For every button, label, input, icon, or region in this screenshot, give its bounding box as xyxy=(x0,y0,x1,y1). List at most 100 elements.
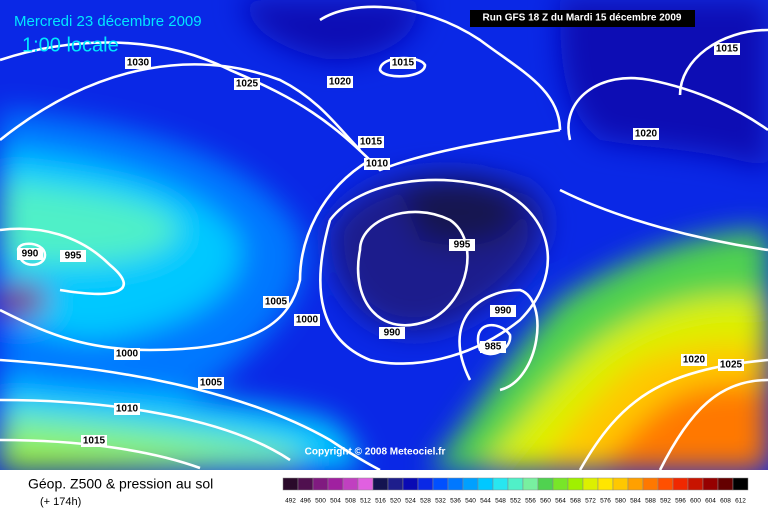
scale-label: 564 xyxy=(555,498,566,505)
scale-label: 556 xyxy=(525,498,536,505)
isobars xyxy=(0,5,768,472)
legend-title: Géop. Z500 & pression au sol xyxy=(28,476,213,492)
isobar-label: 1025 xyxy=(236,79,259,90)
scale-swatch xyxy=(567,477,584,491)
label-bg xyxy=(327,76,353,88)
legend-band xyxy=(0,470,768,512)
scale-swatch xyxy=(597,477,614,491)
label-bg xyxy=(234,78,260,90)
label-bg xyxy=(714,43,740,55)
scale-label: 500 xyxy=(315,498,326,505)
labels: 1030 1025 1020 1015 1015 1015 1010 1020 990 995 99… xyxy=(17,43,744,447)
scale-label: 544 xyxy=(480,498,491,505)
scale-swatch xyxy=(687,477,704,491)
isobar-label: 1005 xyxy=(200,378,223,389)
scale-swatch xyxy=(537,477,554,491)
scale-label: 580 xyxy=(615,498,626,505)
label-bg xyxy=(633,128,659,140)
isobar-label: 1015 xyxy=(716,44,739,55)
scale-swatch xyxy=(717,477,734,491)
scale-swatch xyxy=(417,477,434,491)
scale-label: 516 xyxy=(375,498,386,505)
scale-label: 612 xyxy=(735,498,746,505)
label-bg xyxy=(449,239,475,251)
scale-label: 584 xyxy=(630,498,641,505)
label-bg xyxy=(125,57,151,69)
scale-label: 560 xyxy=(540,498,551,505)
isobar-label: 1030 xyxy=(127,58,150,69)
scale-swatch xyxy=(462,477,479,491)
scale-label: 532 xyxy=(435,498,446,505)
isobar-label: 995 xyxy=(65,251,82,262)
scale-label: 604 xyxy=(705,498,716,505)
scale-swatch xyxy=(387,477,404,491)
scale-swatch xyxy=(342,477,359,491)
scale-swatch xyxy=(477,477,494,491)
isobar-label: 1020 xyxy=(635,129,658,140)
map-background xyxy=(0,0,768,470)
scale-label: 576 xyxy=(600,498,611,505)
run-box xyxy=(470,10,695,27)
scale-swatch xyxy=(732,477,749,491)
date: Mercredi 23 décembre 2009 xyxy=(14,13,202,30)
scale-label: 600 xyxy=(690,498,701,505)
isobar-label: 1000 xyxy=(116,349,139,360)
scale-swatch xyxy=(582,477,599,491)
scale-label: 552 xyxy=(510,498,521,505)
isobar-label: 985 xyxy=(485,342,502,353)
label-bg xyxy=(198,377,224,389)
label-bg xyxy=(17,248,43,260)
scale-swatch xyxy=(672,477,689,491)
label-bg xyxy=(379,327,405,339)
scale-label: 596 xyxy=(675,498,686,505)
copyright: Copyright © 2008 Meteociel.fr xyxy=(305,447,446,458)
label-bg xyxy=(480,341,506,353)
isobar-label: 1010 xyxy=(366,159,389,170)
isobar-label: 1020 xyxy=(683,355,706,366)
scale-label: 520 xyxy=(390,498,401,505)
isobar-label: 1015 xyxy=(392,58,415,69)
scale-swatch xyxy=(552,477,569,491)
scale-swatch xyxy=(312,477,329,491)
scale-swatch xyxy=(282,477,299,491)
label-bg xyxy=(114,348,140,360)
label-bg xyxy=(490,305,516,317)
isobar-label: 990 xyxy=(22,249,39,260)
scale-swatch xyxy=(372,477,389,491)
run-info: Run GFS 18 Z du Mardi 15 décembre 2009 xyxy=(483,13,682,24)
scale-swatch xyxy=(657,477,674,491)
label-bg xyxy=(114,403,140,415)
label-bg xyxy=(681,354,707,366)
label-bg xyxy=(263,296,289,308)
scale-label: 508 xyxy=(345,498,356,505)
isobar-label: 1025 xyxy=(720,360,743,371)
label-bg xyxy=(364,158,390,170)
scale-label: 608 xyxy=(720,498,731,505)
label-bg xyxy=(60,250,86,262)
isobar-label: 995 xyxy=(454,240,471,251)
scale-label: 528 xyxy=(420,498,431,505)
scale-label: 536 xyxy=(450,498,461,505)
isobar-label: 1010 xyxy=(116,404,139,415)
color-scale: 492 496 500 504 508 512 516 520 524 528 532 536 540 5… xyxy=(282,477,749,505)
scale-swatch xyxy=(642,477,659,491)
label-bg xyxy=(718,359,744,371)
isobar-label: 1020 xyxy=(329,77,352,88)
scale-swatch xyxy=(447,477,464,491)
label-bg xyxy=(390,57,416,69)
scale-swatch xyxy=(612,477,629,491)
scale-swatch xyxy=(297,477,314,491)
scale-label: 496 xyxy=(300,498,311,505)
scale-swatch xyxy=(492,477,509,491)
label-bg xyxy=(81,435,107,447)
label-bg xyxy=(294,314,320,326)
isobar-label: 1015 xyxy=(83,436,106,447)
scale-swatch xyxy=(357,477,374,491)
scale-swatch xyxy=(522,477,539,491)
scale-label: 524 xyxy=(405,498,416,505)
isobar-label: 1000 xyxy=(296,315,319,326)
label-bg xyxy=(358,136,384,148)
scale-label: 568 xyxy=(570,498,581,505)
isobar-label: 990 xyxy=(384,328,401,339)
